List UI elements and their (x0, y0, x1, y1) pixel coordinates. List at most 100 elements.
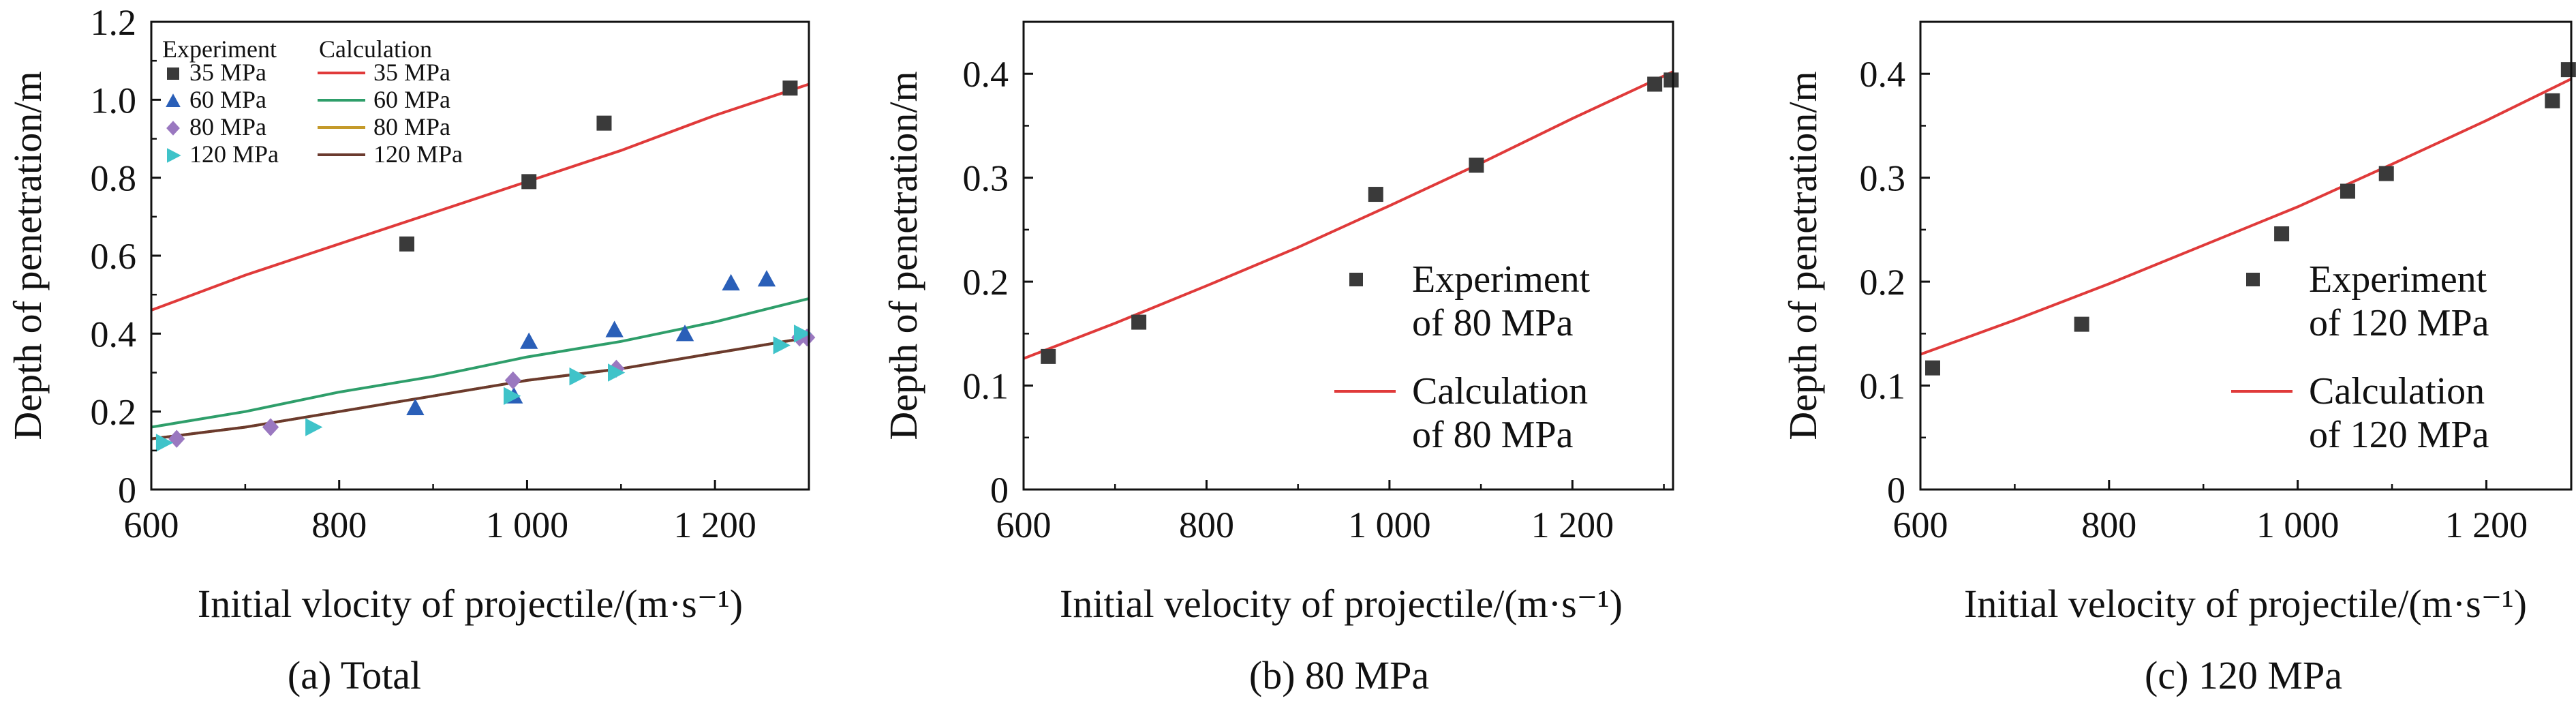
data-point (1368, 187, 1383, 202)
data-point (757, 270, 776, 287)
legend-label: 120 MPa (189, 140, 279, 168)
y-tick-label: 0.6 (91, 236, 137, 277)
plot-frame (1919, 20, 2573, 491)
chart-panel-3: 600 800 1 000 1 200 0 0.1 0.2 0.3 0.4 Initial vel… (1781, 20, 2576, 697)
data-point (569, 367, 587, 386)
data-point (305, 418, 323, 436)
x-tick-label: 1 200 (2445, 505, 2528, 545)
legend-marker (166, 121, 180, 136)
legend-label: 35 MPa (373, 59, 450, 86)
legend-header-calculation: Calculation (319, 35, 432, 63)
legend-label-line: Calculation (2309, 370, 2485, 412)
data-point (793, 325, 812, 343)
x-tick-label: 800 (2081, 505, 2136, 545)
y-tick-label: 0.8 (91, 158, 137, 199)
data-point (608, 363, 626, 382)
data-point (1041, 348, 1056, 364)
legend-marker (166, 93, 181, 107)
legend-marker (2246, 273, 2260, 286)
plot-frame (1022, 20, 1674, 491)
series-line-calculation-of-80-mpa (1024, 70, 1673, 360)
data-point (1647, 76, 1663, 92)
x-tick-label: 1 200 (1531, 505, 1614, 545)
legend-label-line: Experiment (1412, 258, 1591, 301)
y-tick-label: 0.4 (963, 54, 1009, 95)
legend-label-line: Calculation (1412, 370, 1588, 412)
legend-label-line: of 80 MPa (1412, 414, 1574, 456)
y-tick-label: 0 (990, 470, 1009, 511)
legend-marker (167, 148, 181, 163)
data-point (596, 115, 612, 131)
legend-label: 80 MPa (373, 113, 450, 140)
legend-label-line: of 120 MPa (2309, 414, 2489, 456)
data-point (168, 430, 185, 448)
series-line-35-mpa (151, 82, 809, 312)
y-tick-label: 0.2 (963, 262, 1009, 303)
x-tick-label: 600 (124, 505, 179, 545)
x-tick-label: 1 000 (486, 505, 569, 545)
legend-label: Calculation of 120 MPa (2309, 370, 2489, 456)
y-tick-label: 0.1 (1860, 366, 1906, 407)
data-point (722, 273, 740, 291)
data-point (406, 398, 425, 415)
y-tick-label: 1.2 (91, 2, 137, 43)
series-line-calculation-of-120-mpa (1920, 78, 2571, 356)
legend-marker (167, 67, 179, 80)
y-tick-label: 0.1 (963, 366, 1009, 407)
data-point (504, 371, 521, 390)
y-tick-label: 0 (118, 470, 136, 511)
legend-label: 60 MPa (373, 86, 450, 113)
legend-label: 120 MPa (373, 140, 463, 168)
x-tick-label: 600 (1893, 505, 1948, 545)
y-tick-label: 1.0 (91, 80, 137, 121)
legend-header-experiment: Experiment (162, 35, 277, 63)
chart-panel-1: 600 800 1 000 1 200 0 0.2 0.4 0.6 0.8 1.0 1.2 Initi… (5, 2, 816, 697)
y-tick-label: 0.3 (1860, 158, 1906, 199)
y-tick-label: 0.4 (1860, 54, 1906, 95)
series-line-120-mpa (151, 336, 809, 440)
data-point (773, 336, 791, 355)
data-point (675, 325, 694, 342)
data-point (605, 320, 624, 337)
legend-label-line: Experiment (2309, 258, 2487, 301)
data-point (503, 387, 521, 405)
legend-label-line: of 120 MPa (2309, 302, 2489, 344)
data-point (2545, 93, 2560, 108)
data-point (1663, 72, 1679, 88)
legend-label: Experiment of 120 MPa (2309, 258, 2489, 344)
data-point (2074, 316, 2089, 332)
data-point (155, 434, 174, 452)
y-axis-label: Depth of penetration/m (1781, 71, 1825, 440)
legend-label: Calculation of 80 MPa (1412, 370, 1588, 456)
data-point (521, 174, 537, 190)
y-tick-label: 0.2 (1860, 262, 1906, 303)
x-tick-label: 600 (996, 505, 1052, 545)
x-tick-label: 1 000 (1348, 505, 1431, 545)
panel-caption: (b) 80 MPa (1249, 653, 1429, 697)
data-point (1131, 314, 1147, 330)
y-tick-label: 0.2 (91, 392, 137, 433)
y-axis-label: Depth of penetration/m (881, 71, 925, 440)
x-axis-label: Initial vlocity of projectile/(m·s⁻¹) (198, 582, 743, 626)
x-axis-label: Initial velocity of projectile/(m·s⁻¹) (1964, 582, 2527, 626)
data-point (2560, 62, 2576, 78)
data-point (399, 236, 414, 252)
data-point (2274, 226, 2290, 241)
legend-label: 80 MPa (189, 113, 266, 140)
y-tick-label: 0.4 (91, 314, 137, 355)
legend-marker (1349, 273, 1363, 286)
legend-label: 60 MPa (189, 86, 266, 113)
data-point (519, 332, 538, 349)
data-point (782, 80, 798, 96)
legend-label-line: of 80 MPa (1412, 302, 1574, 344)
data-point (2378, 166, 2394, 181)
chart-panel-2: 600 800 1 000 1 200 0 0.1 0.2 0.3 0.4 Initial vel… (881, 20, 1679, 697)
legend-label: Experiment of 80 MPa (1412, 258, 1591, 344)
x-tick-label: 800 (311, 505, 367, 545)
x-tick-label: 1 200 (673, 505, 756, 545)
x-axis-label: Initial velocity of projectile/(m·s⁻¹) (1060, 582, 1623, 626)
